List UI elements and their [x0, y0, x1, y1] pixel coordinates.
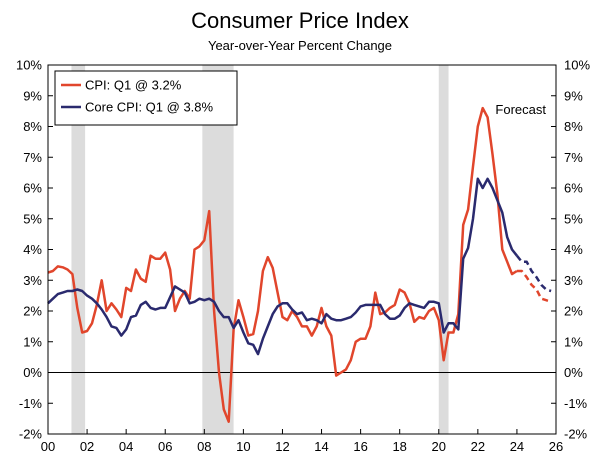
x-tick-label: 02 — [80, 439, 94, 454]
chart-subtitle: Year-over-Year Percent Change — [207, 38, 393, 53]
legend-box — [54, 70, 238, 126]
series-line-3 — [47, 177, 518, 356]
y-tick-label-left: 9% — [23, 88, 42, 103]
y-tick-label-left: 6% — [23, 181, 42, 196]
y-tick-label-left: 1% — [23, 334, 42, 349]
y-tick-label-right: -2% — [564, 427, 588, 442]
y-tick-label-left: 8% — [23, 119, 42, 134]
y-tick-label-left: 4% — [23, 242, 42, 257]
y-tick-label-right: 2% — [564, 304, 583, 319]
x-tick-label: 12 — [275, 439, 289, 454]
y-tick-label-right: 1% — [564, 334, 583, 349]
y-tick-label-right: 0% — [564, 365, 583, 380]
y-tick-label-left: 0% — [23, 365, 42, 380]
y-tick-label-left: 7% — [23, 150, 42, 165]
y-tick-label-right: 4% — [564, 242, 583, 257]
y-tick-label-right: 7% — [564, 150, 583, 165]
series-line-2 — [516, 269, 552, 303]
annotation-forecast: Forecast — [495, 102, 546, 117]
y-tick-label-left: 5% — [23, 211, 42, 226]
y-tick-label-left: 3% — [23, 273, 42, 288]
x-tick-label: 16 — [353, 439, 367, 454]
x-tick-label: 04 — [119, 439, 133, 454]
y-tick-label-right: 8% — [564, 119, 583, 134]
chart-title: Consumer Price Index — [191, 8, 409, 33]
series-line-1 — [47, 106, 518, 423]
x-tick-label: 26 — [549, 439, 563, 454]
x-tick-label: 10 — [236, 439, 250, 454]
y-tick-label-right: 9% — [564, 88, 583, 103]
recession-band-3 — [438, 65, 449, 434]
series-lines — [47, 106, 552, 423]
annotations: Forecast — [495, 102, 546, 117]
x-tick-label: 20 — [432, 439, 446, 454]
recession-band-1 — [71, 65, 86, 434]
y-tick-label-left: 10% — [16, 58, 42, 73]
y-tick-label-right: 5% — [564, 211, 583, 226]
x-tick-label: 22 — [471, 439, 485, 454]
x-tick-label: 24 — [510, 439, 524, 454]
axis-ticks: 10% 10% 9% 9% 8% 8% 7% 7% 6% 6% 5% 5% 4% 4% 3% 3% 2% 2% 1%… — [16, 58, 590, 455]
y-tick-label-right: 10% — [564, 58, 590, 73]
legend: CPI: Q1 @ 3.2% Core CPI: Q1 @ 3.8% — [54, 70, 238, 126]
y-tick-label-left: 2% — [23, 304, 42, 319]
x-tick-label: 14 — [314, 439, 328, 454]
y-tick-label-right: -1% — [564, 396, 588, 411]
x-tick-label: 08 — [197, 439, 211, 454]
x-tick-label: 06 — [158, 439, 172, 454]
legend-label-1: CPI: Q1 @ 3.2% — [85, 78, 182, 93]
x-tick-label: 18 — [392, 439, 406, 454]
legend-label-2: Core CPI: Q1 @ 3.8% — [85, 100, 214, 115]
y-tick-label-left: -1% — [19, 396, 43, 411]
series-line-4 — [515, 254, 552, 293]
y-tick-label-right: 6% — [564, 181, 583, 196]
x-tick-label: 00 — [41, 439, 55, 454]
y-tick-label-right: 3% — [564, 273, 583, 288]
y-tick-label-left: -2% — [19, 427, 43, 442]
